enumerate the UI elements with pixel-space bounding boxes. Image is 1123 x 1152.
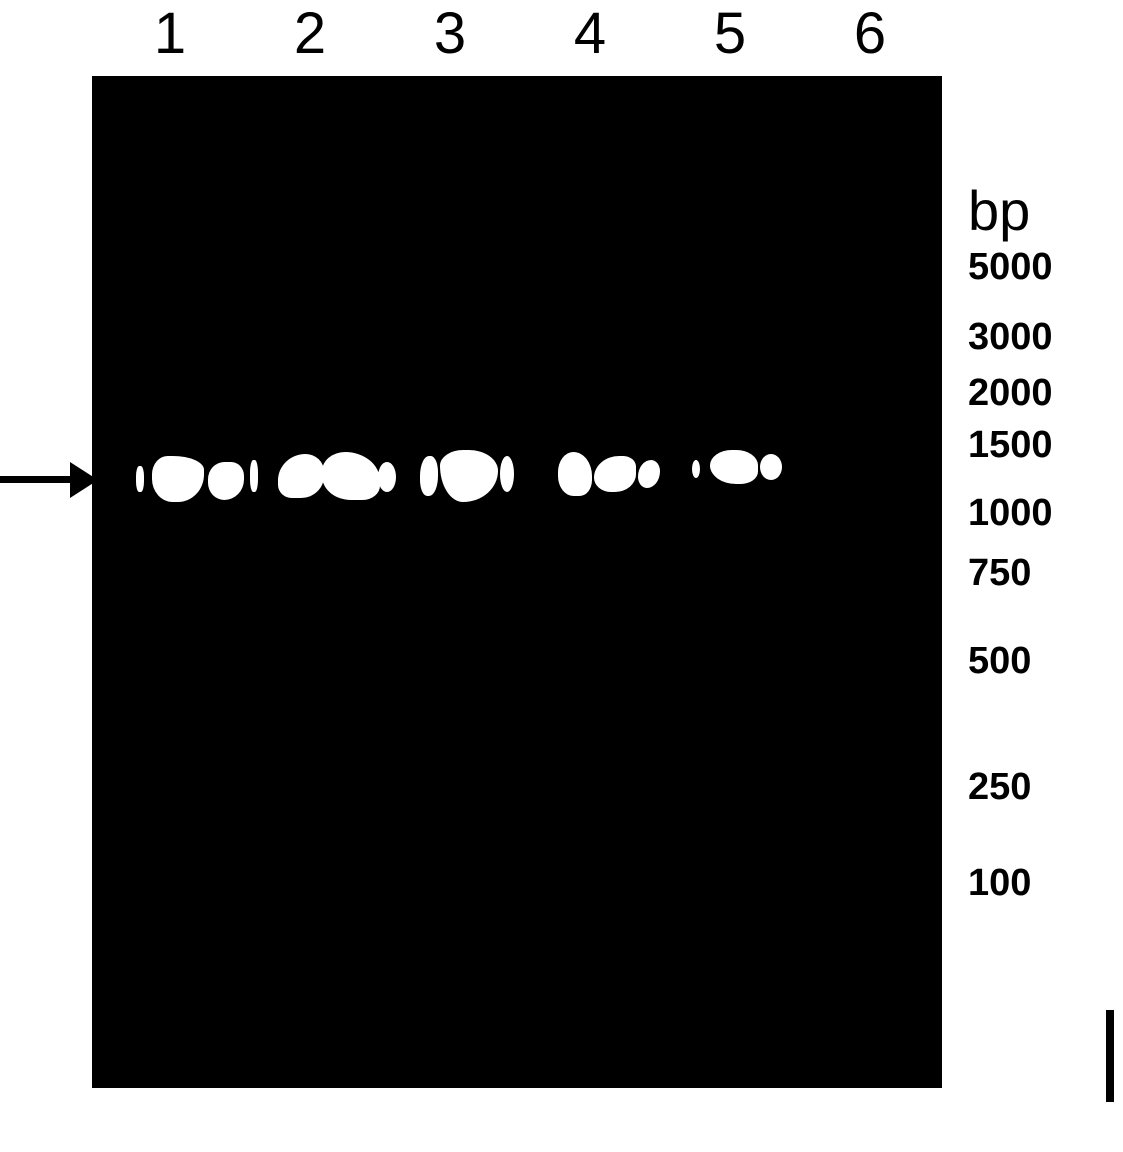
band-arrow-head: [70, 462, 98, 498]
dna-band: [760, 454, 782, 480]
lane-label-1: 1: [140, 0, 200, 67]
lane-label-3: 3: [420, 0, 480, 67]
ladder-size-label: 750: [968, 552, 1031, 595]
dna-band: [378, 462, 396, 492]
ladder-size-label: 500: [968, 640, 1031, 683]
dna-band: [500, 456, 514, 492]
lane-label-6: 6: [840, 0, 900, 67]
lane-label-4: 4: [560, 0, 620, 67]
dna-band: [136, 466, 144, 492]
ladder-size-label: 100: [968, 862, 1031, 905]
ladder-size-label: 1000: [968, 492, 1053, 535]
dna-band: [558, 452, 592, 496]
dna-band: [692, 460, 700, 478]
ladder-size-label: 1500: [968, 424, 1053, 467]
gel-figure: 1 2 3 4 5 6 bp 5000 3000 2000 1500 1000 750 50…: [0, 0, 1123, 1152]
dna-band: [710, 450, 758, 484]
right-tick-mark: [1106, 1010, 1114, 1102]
ladder-size-label: 5000: [968, 246, 1053, 289]
dna-band: [250, 460, 258, 492]
ladder-size-label: 2000: [968, 372, 1053, 415]
lane-label-2: 2: [280, 0, 340, 67]
ladder-size-label: 3000: [968, 316, 1053, 359]
lane-label-5: 5: [700, 0, 760, 67]
dna-band: [420, 456, 438, 496]
gel-image: [92, 76, 942, 1088]
bp-unit-label: bp: [968, 178, 1030, 243]
ladder-size-label: 250: [968, 766, 1031, 809]
band-arrow-shaft: [0, 476, 78, 483]
